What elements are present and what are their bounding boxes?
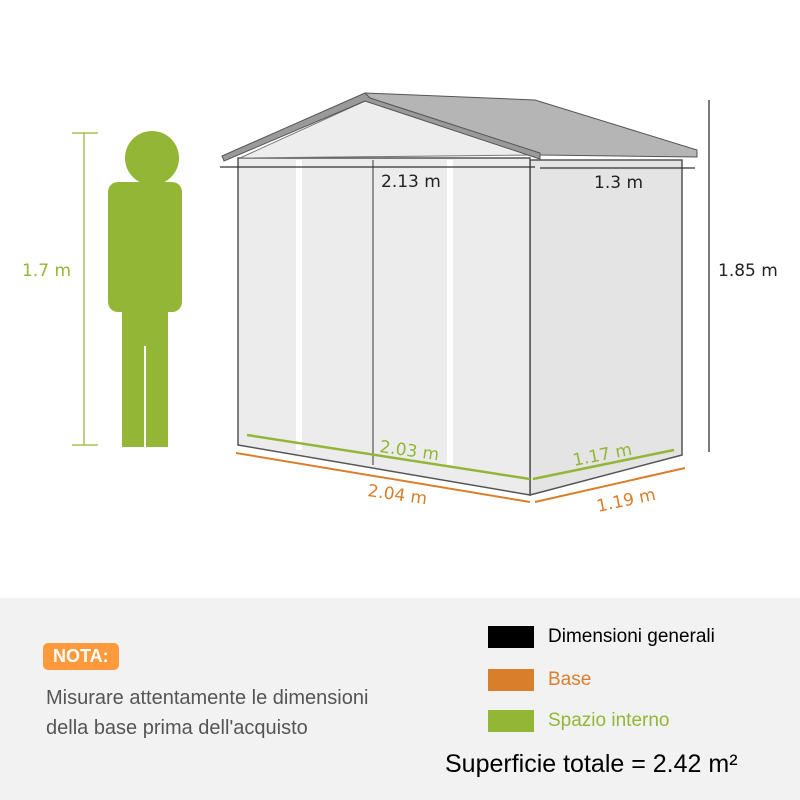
legend-swatch (488, 669, 534, 691)
legend-item-interior: Spazio interno (488, 710, 669, 732)
shed-dimension-diagram: 1.7 m 2.13 m 1.3 m 1.85 m 2.03 m 1.17 m … (22, 92, 778, 517)
base-dimension-lines (235, 452, 686, 503)
person-silhouette (108, 131, 182, 447)
interior-dimension-lines (246, 433, 675, 481)
base-width-label: 2.04 m (366, 481, 428, 509)
height-label: 1.85 m (718, 261, 778, 281)
legend-item-general: Dimensioni generali (488, 626, 715, 648)
legend-label: Dimensioni generali (548, 626, 715, 647)
side-depth-label: 1.3 m (594, 173, 643, 193)
legend-swatch (488, 626, 534, 648)
legend-label: Spazio interno (548, 710, 670, 731)
front-width-label: 2.13 m (381, 172, 441, 192)
legend-item-base: Base (488, 669, 591, 691)
legend-swatch (488, 710, 534, 732)
person-height-label: 1.7 m (22, 261, 71, 281)
legend-label: Base (548, 669, 592, 690)
nota-badge: NOTA: (43, 643, 119, 670)
person-height-line (72, 132, 98, 446)
general-dimension-lines (220, 100, 710, 452)
shed-drawing (221, 92, 698, 496)
info-panel (0, 598, 800, 800)
note-text: Misurare attentamente le dimensioni dell… (46, 687, 369, 739)
total-area: Superficie totale = 2.42 m² (445, 750, 738, 778)
base-depth-label: 1.19 m (595, 485, 658, 517)
